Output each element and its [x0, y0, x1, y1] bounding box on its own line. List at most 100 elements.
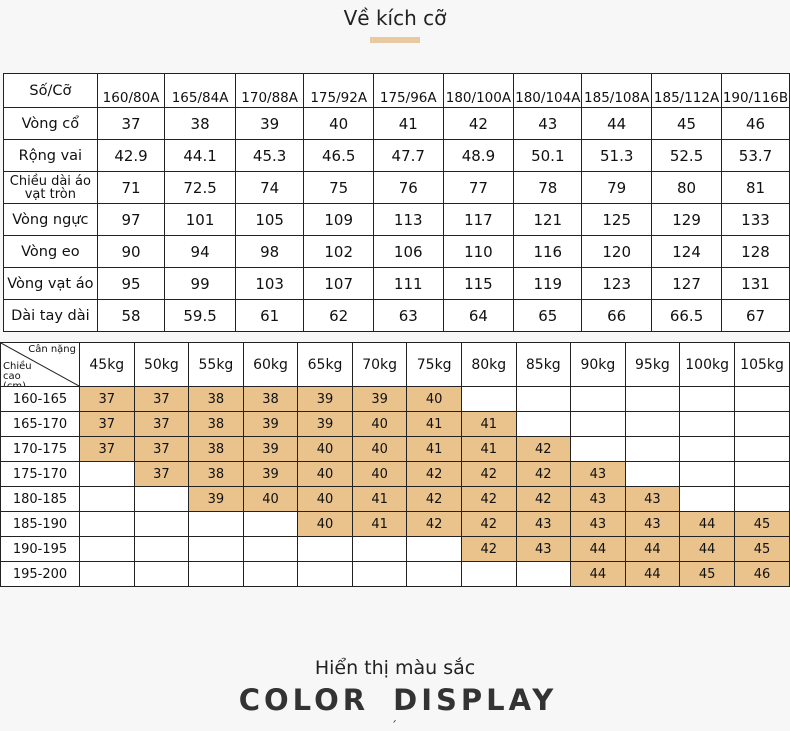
- fit-size-cell: 39: [297, 411, 353, 437]
- size-row-label: Dài tay dài: [3, 299, 98, 332]
- empty-cell: [515, 411, 572, 437]
- size-value-cell: 44.1: [164, 139, 236, 172]
- fit-size-cell: 42: [406, 486, 462, 512]
- size-value-cell: 72.5: [164, 171, 236, 204]
- weight-header-cell: 85kg: [515, 342, 572, 387]
- empty-cell: [79, 561, 135, 587]
- fit-size-cell: 44: [679, 536, 736, 562]
- empty-cell: [188, 536, 244, 562]
- fit-size-cell: 38: [188, 411, 244, 437]
- empty-cell: [242, 561, 299, 587]
- empty-cell: [515, 386, 572, 412]
- size-row-label: Vòng eo: [3, 235, 98, 268]
- size-row-label: Vòng vạt áo: [3, 267, 98, 300]
- size-value-cell: 58: [96, 299, 166, 332]
- size-value-cell: 64: [442, 299, 515, 332]
- empty-cell: [624, 461, 681, 487]
- size-value-cell: 45: [651, 107, 722, 140]
- empty-cell: [242, 536, 299, 562]
- size-value-cell: 46.5: [303, 139, 374, 172]
- size-value-cell: 103: [234, 267, 305, 300]
- empty-cell: [133, 486, 190, 512]
- size-value-cell: 125: [581, 203, 653, 236]
- size-chart-table: Số/Cỡ 160/80A 165/84A 170/88A 175/92A 175/96A…: [3, 73, 790, 332]
- fit-size-cell: 42: [460, 511, 517, 537]
- empty-cell: [679, 386, 736, 412]
- fit-size-cell: 40: [297, 436, 353, 462]
- fit-size-cell: 37: [133, 411, 190, 437]
- fit-size-cell: 44: [679, 511, 736, 537]
- size-header-cell: 185/112A: [651, 73, 722, 108]
- size-header-cell: 175/92A: [303, 73, 374, 108]
- empty-cell: [460, 386, 517, 412]
- empty-cell: [679, 411, 736, 437]
- empty-cell: [624, 386, 681, 412]
- empty-cell: [133, 536, 190, 562]
- empty-cell: [351, 561, 408, 587]
- fit-size-cell: 42: [515, 486, 572, 512]
- size-value-cell: 98: [234, 235, 305, 268]
- size-value-cell: 75: [303, 171, 374, 204]
- size-value-cell: 115: [442, 267, 515, 300]
- size-value-cell: 121: [513, 203, 583, 236]
- height-row-label: 190-195: [0, 536, 80, 562]
- size-value-cell: 48.9: [442, 139, 515, 172]
- corner-header: Cân nặng Chiều cao (cm): [0, 342, 80, 387]
- empty-cell: [570, 386, 626, 412]
- weight-header-cell: 60kg: [242, 342, 299, 387]
- size-row-label: Chiều dài áo vạt tròn: [3, 171, 98, 204]
- size-value-cell: 66.5: [651, 299, 722, 332]
- fit-size-cell: 40: [242, 486, 299, 512]
- size-value-cell: 67: [720, 299, 790, 332]
- size-row: Rộng vai 42.9 44.1 45.3 46.5 47.7 48.9 50.1 51.3…: [3, 139, 790, 172]
- size-header-cell: 175/96A: [372, 73, 444, 108]
- size-value-cell: 133: [720, 203, 790, 236]
- empty-cell: [734, 461, 790, 487]
- weight-axis-label: Cân nặng: [28, 344, 76, 355]
- fit-size-cell: 38: [188, 386, 244, 412]
- fit-size-cell: 41: [351, 511, 408, 537]
- size-value-cell: 97: [96, 203, 166, 236]
- size-value-cell: 44: [581, 107, 653, 140]
- empty-cell: [79, 486, 135, 512]
- fit-size-cell: 44: [624, 536, 681, 562]
- size-value-cell: 47.7: [372, 139, 444, 172]
- size-value-cell: 110: [442, 235, 515, 268]
- size-value-cell: 38: [164, 107, 236, 140]
- empty-cell: [79, 511, 135, 537]
- size-value-cell: 109: [303, 203, 374, 236]
- fit-size-cell: 45: [679, 561, 736, 587]
- fit-size-cell: 43: [570, 486, 626, 512]
- size-value-cell: 99: [164, 267, 236, 300]
- section-decoration: ´: [391, 719, 397, 731]
- size-value-cell: 76: [372, 171, 444, 204]
- empty-cell: [679, 486, 736, 512]
- size-value-cell: 61: [234, 299, 305, 332]
- fit-size-cell: 40: [297, 511, 353, 537]
- size-value-cell: 51.3: [581, 139, 653, 172]
- size-header-cell: 185/108A: [581, 73, 653, 108]
- size-value-cell: 128: [720, 235, 790, 268]
- fit-size-cell: 38: [242, 386, 299, 412]
- weight-header-cell: 80kg: [460, 342, 517, 387]
- size-header-cell: 190/116B: [720, 73, 790, 108]
- empty-cell: [188, 561, 244, 587]
- size-row-label: Vòng cổ: [3, 107, 98, 140]
- size-value-cell: 129: [651, 203, 722, 236]
- fit-size-cell: 43: [515, 536, 572, 562]
- size-value-cell: 42: [442, 107, 515, 140]
- empty-cell: [734, 486, 790, 512]
- fit-size-cell: 39: [242, 436, 299, 462]
- fit-size-cell: 40: [351, 411, 408, 437]
- size-value-cell: 111: [372, 267, 444, 300]
- empty-cell: [188, 511, 244, 537]
- size-row: Vòng eo 90 94 98 102 106 110 116 120 124 128: [3, 235, 790, 268]
- fit-size-cell: 37: [79, 436, 135, 462]
- diagonal-divider: [1, 343, 79, 386]
- fit-size-cell: 37: [79, 386, 135, 412]
- height-row-label: 175-170: [0, 461, 80, 487]
- empty-cell: [133, 511, 190, 537]
- empty-cell: [624, 411, 681, 437]
- fit-row: 190-195 42 43 44 44 44 45: [0, 536, 790, 562]
- empty-cell: [351, 536, 408, 562]
